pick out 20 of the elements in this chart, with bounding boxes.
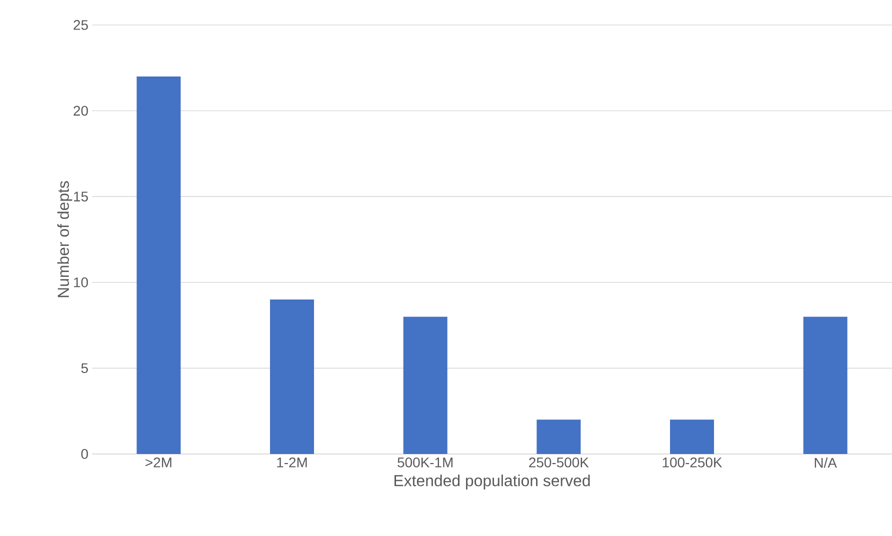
bar bbox=[403, 316, 448, 454]
y-tick-label: 25 bbox=[74, 20, 88, 30]
x-tick-label: 1-2M bbox=[277, 457, 307, 468]
y-axis-title: Number of depts bbox=[57, 181, 72, 298]
bar bbox=[270, 300, 314, 454]
bar bbox=[670, 420, 714, 454]
x-tick-label: 100-250K bbox=[662, 457, 722, 468]
x-tick-label: 500K-1M bbox=[398, 457, 452, 468]
y-tick-label: 20 bbox=[74, 106, 88, 116]
x-tick-label: N/A bbox=[814, 458, 837, 468]
x-tick-label: 250-500K bbox=[529, 457, 589, 468]
y-tick-label: 10 bbox=[74, 277, 88, 288]
x-axis-title: Extended population served bbox=[394, 474, 590, 490]
bar bbox=[136, 76, 181, 454]
y-tick-label: 15 bbox=[74, 192, 88, 202]
y-tick-label: 5 bbox=[81, 363, 88, 374]
x-tick-label: >2M bbox=[146, 457, 172, 468]
bar bbox=[536, 420, 581, 454]
y-tick-label: 0 bbox=[81, 449, 88, 459]
bar bbox=[803, 316, 848, 454]
